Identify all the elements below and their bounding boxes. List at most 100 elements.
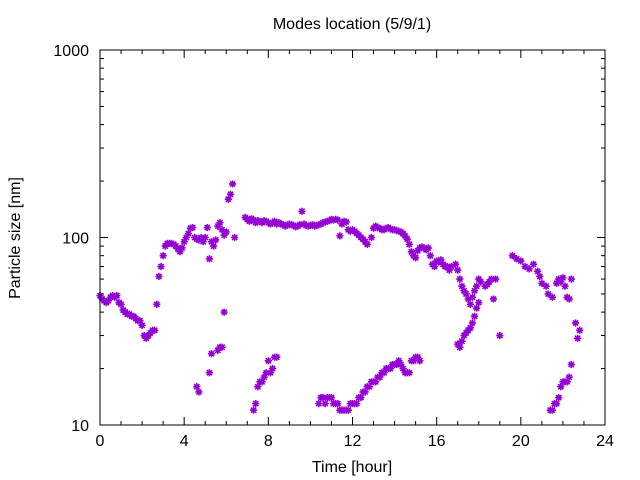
data-point	[452, 260, 460, 268]
data-point	[336, 232, 344, 240]
data-point	[462, 290, 470, 298]
data-point	[334, 400, 342, 408]
data-point	[548, 406, 556, 414]
data-point	[176, 248, 184, 256]
data-point	[266, 369, 275, 377]
data-point	[456, 275, 464, 283]
data-point	[220, 308, 228, 316]
data-point	[513, 255, 521, 263]
data-point	[218, 343, 226, 351]
data-point	[380, 369, 388, 377]
data-point	[365, 383, 373, 391]
data-point	[517, 257, 525, 265]
data-point	[376, 373, 384, 381]
data-point	[525, 265, 533, 273]
x-tick-label: 8	[264, 433, 273, 450]
data-point	[195, 388, 203, 396]
data-point	[466, 300, 474, 308]
data-point	[167, 239, 176, 248]
data-point	[403, 235, 411, 243]
data-point	[327, 394, 336, 402]
x-tick-label: 0	[96, 433, 105, 450]
data-point	[409, 357, 418, 365]
data-point	[197, 233, 205, 242]
data-point	[214, 346, 222, 354]
data-point	[273, 353, 281, 361]
data-point	[491, 275, 500, 283]
data-point	[473, 304, 481, 312]
data-point	[473, 282, 481, 290]
data-point	[268, 364, 277, 373]
data-point	[563, 378, 571, 386]
data-point	[386, 364, 394, 373]
data-point	[458, 282, 466, 290]
data-point	[456, 343, 464, 351]
x-tick-label: 12	[344, 433, 362, 450]
data-point	[193, 383, 201, 391]
data-point	[155, 272, 163, 281]
data-point	[353, 400, 361, 408]
data-point	[205, 369, 214, 377]
data-point	[412, 254, 420, 262]
data-points	[96, 180, 584, 414]
data-point	[553, 279, 561, 287]
data-point	[224, 195, 232, 203]
data-point	[458, 337, 466, 345]
data-point	[418, 243, 426, 251]
data-point	[536, 272, 544, 281]
data-point	[315, 400, 323, 408]
data-point	[210, 242, 218, 250]
data-point	[443, 262, 451, 271]
data-point	[226, 190, 235, 198]
data-point	[544, 290, 552, 298]
data-point	[405, 369, 413, 377]
data-point	[565, 295, 573, 303]
x-tick-label: 4	[180, 433, 189, 450]
data-point	[399, 364, 407, 373]
y-tick-label: 1000	[53, 43, 89, 60]
data-point	[414, 353, 422, 361]
data-point	[220, 231, 228, 239]
data-point	[529, 260, 538, 268]
data-point	[468, 319, 477, 327]
data-point	[470, 312, 479, 320]
data-point	[342, 218, 350, 226]
data-point	[557, 383, 565, 391]
data-point	[212, 236, 220, 244]
data-point	[367, 233, 376, 242]
data-point	[344, 406, 352, 414]
data-point	[571, 319, 580, 327]
data-point	[496, 331, 504, 340]
data-point	[437, 256, 445, 264]
data-point	[372, 378, 380, 386]
data-point	[538, 279, 546, 287]
data-point	[567, 360, 575, 369]
data-point	[178, 244, 186, 252]
y-axis-title: Particle size [nm]	[7, 177, 24, 299]
data-point	[521, 262, 529, 271]
data-point	[548, 293, 556, 301]
data-point	[567, 275, 575, 283]
data-point	[393, 360, 401, 369]
data-point	[254, 383, 262, 391]
data-point	[153, 300, 161, 308]
data-point	[447, 262, 455, 271]
data-point	[565, 373, 573, 381]
data-point	[426, 252, 434, 260]
y-tick-label: 10	[71, 418, 89, 435]
axis-ticks: 0 4 8 12 16 20 24 10 100 1000	[53, 43, 614, 450]
data-point	[363, 240, 371, 248]
data-point	[445, 266, 453, 274]
x-tick-label: 24	[596, 433, 614, 450]
data-point	[250, 406, 258, 414]
data-point	[218, 226, 226, 234]
data-point	[319, 394, 327, 402]
plot-frame	[99, 49, 606, 426]
data-point	[542, 282, 550, 290]
data-point	[264, 357, 272, 365]
data-point	[407, 248, 416, 256]
data-point	[534, 267, 542, 275]
data-point	[182, 233, 190, 242]
data-point	[159, 252, 167, 260]
